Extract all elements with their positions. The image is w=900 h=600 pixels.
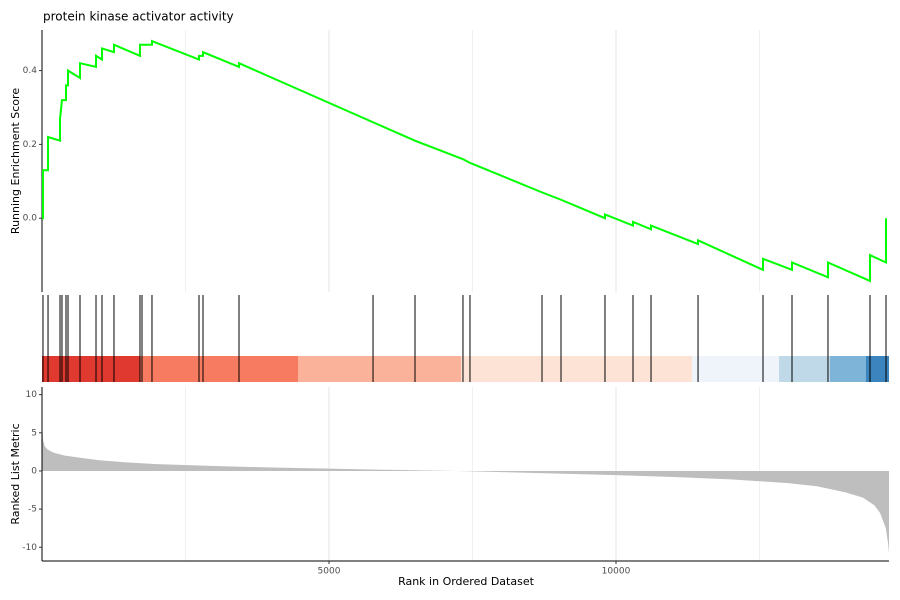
y-tick-label: 0.4	[23, 66, 38, 76]
rank-band	[829, 356, 866, 382]
y-tick-label: 10	[26, 390, 38, 400]
x-axis-title: Rank in Ordered Dataset	[398, 575, 535, 588]
enrichment-line	[41, 39, 888, 283]
rank-band	[461, 356, 693, 382]
rank-band	[42, 356, 140, 382]
rank-band	[298, 356, 462, 382]
y-axis-title: Ranked List Metric	[9, 423, 22, 524]
x-tick-label: 10000	[602, 567, 631, 577]
y-tick-label: 0	[31, 466, 37, 476]
x-tick-label: 5000	[318, 567, 341, 577]
y-tick-label: -10	[22, 543, 37, 553]
chart-title: protein kinase activator activity	[43, 10, 234, 24]
rank-band	[139, 356, 299, 382]
y-tick-label: 0.0	[23, 214, 38, 224]
rank-band	[779, 356, 830, 382]
rank-band	[865, 356, 889, 382]
y-tick-label: 0.2	[23, 140, 37, 150]
y-tick-label: 5	[31, 428, 37, 438]
y-axis-title: Running Enrichment Score	[9, 88, 22, 234]
y-tick-label: -5	[28, 505, 37, 515]
rank-band	[692, 356, 780, 382]
